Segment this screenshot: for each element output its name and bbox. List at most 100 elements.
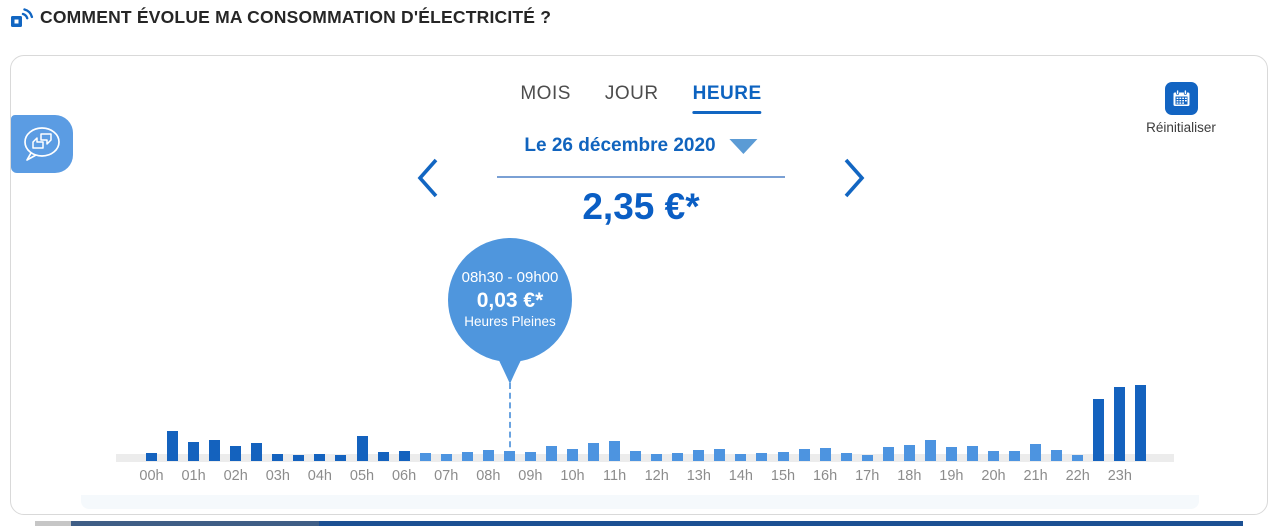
- active-tab-underline: [692, 111, 762, 114]
- previous-day-button chevron-left-icon[interactable]: [415, 156, 441, 200]
- chart-bar-11h00[interactable]: [609, 441, 621, 461]
- hour-axis-label-05h: 05h: [349, 468, 375, 484]
- chart-bar-04h00[interactable]: [314, 454, 326, 461]
- selected-date-label[interactable]: Le 26 décembre 2020: [524, 135, 716, 156]
- next-section-top-edge: [35, 521, 1243, 526]
- chart-bar-18h30[interactable]: [924, 440, 936, 461]
- tooltip-tariff: Heures Pleines: [464, 314, 556, 330]
- date-selector[interactable]: Le 26 décembre 2020: [524, 135, 758, 157]
- tooltip-price: 0,03 €*: [476, 288, 544, 312]
- chart-bar-15h00[interactable]: [777, 452, 789, 461]
- chart-bar-22h00[interactable]: [1072, 455, 1084, 461]
- triangle-down-icon[interactable]: [729, 138, 758, 154]
- hour-axis-label-12h: 12h: [644, 468, 669, 484]
- hour-bar-chart: 00h 01h 02h 03h 04h 05h 06h 07h 08h 09h 10h 11h 12h 1…: [11, 56, 1269, 516]
- feedback-button[interactable]: [11, 115, 73, 173]
- hour-axis-label-19h: 19h: [939, 468, 964, 484]
- chart-bar-19h30[interactable]: [966, 446, 978, 461]
- hour-axis-label-17h: 17h: [855, 468, 880, 484]
- chart-bar-16h00[interactable]: [819, 448, 831, 461]
- chart-bar-14h00[interactable]: [735, 454, 747, 461]
- chart-bar-18h00[interactable]: [903, 445, 915, 461]
- chart-bar-05h30[interactable]: [377, 452, 389, 461]
- chart-bar-17h00[interactable]: [861, 455, 873, 461]
- chart-bar-14h30[interactable]: [756, 453, 768, 461]
- chart-bar-23h30[interactable]: [1135, 385, 1147, 461]
- chart-bar-03h00[interactable]: [272, 454, 284, 461]
- chart-bar-17h30[interactable]: [882, 447, 894, 461]
- hour-axis-label-13h: 13h: [686, 468, 711, 484]
- card-bottom-tint: [81, 495, 1199, 509]
- hour-axis-label-03h: 03h: [265, 468, 290, 484]
- chart-bar-21h00[interactable]: [1030, 444, 1042, 461]
- chart-bar-04h30[interactable]: [335, 455, 347, 461]
- consumption-panel: MOIS JOUR HEURE Réinitialiser: [10, 55, 1268, 515]
- hour-axis-label-23h: 23h: [1107, 468, 1132, 484]
- smart-meter-signal-icon: [11, 8, 34, 27]
- chart-bar-10h00[interactable]: [567, 449, 578, 461]
- chart-bar-02h00[interactable]: [230, 446, 242, 461]
- hour-axis-label-09h: 09h: [518, 468, 543, 484]
- tab-mois[interactable]: MOIS: [520, 83, 571, 105]
- chart-bar-01h30[interactable]: [209, 440, 221, 461]
- date-price-divider: [497, 176, 785, 178]
- chart-bar-20h00[interactable]: [988, 451, 999, 461]
- tooltip-balloon: [448, 238, 572, 384]
- tab-jour[interactable]: JOUR: [605, 83, 659, 105]
- chart-bar-01h00[interactable]: [188, 442, 200, 461]
- next-day-button chevron-right-icon[interactable]: [841, 156, 867, 200]
- hour-axis-label-08h: 08h: [476, 468, 501, 484]
- chart-bar-06h00[interactable]: [398, 451, 410, 461]
- chart-bar-23h00[interactable]: [1114, 387, 1126, 461]
- chart-bar-05h00[interactable]: [356, 436, 368, 461]
- hour-axis-label-16h: 16h: [812, 468, 838, 484]
- hour-axis-label-15h: 15h: [770, 468, 796, 484]
- hour-axis-label-06h: 06h: [391, 468, 417, 484]
- chart-bar-07h00[interactable]: [440, 454, 452, 461]
- chart-bar-15h30[interactable]: [798, 449, 810, 461]
- tooltip-content: 08h30 - 09h00 0,03 €* Heures Pleines: [447, 237, 573, 363]
- chart-bar-09h30[interactable]: [545, 446, 557, 461]
- page-title: COMMENT ÉVOLUE MA CONSOMMATION D'ÉLECTRI…: [40, 7, 552, 27]
- thumbs-feedback-icon: [24, 127, 60, 161]
- chart-bar-12h00[interactable]: [651, 454, 663, 461]
- chart-bar-13h00[interactable]: [693, 450, 705, 461]
- chart-bar-21h30[interactable]: [1051, 450, 1063, 461]
- tab-jour-label: JOUR: [604, 83, 659, 104]
- calendar-icon: [1173, 89, 1189, 106]
- chart-bar-11h30[interactable]: [630, 451, 642, 461]
- chart-bar-02h30[interactable]: [251, 443, 263, 461]
- hour-axis-label-11h: 11h: [603, 468, 627, 484]
- tab-heure[interactable]: HEURE: [692, 83, 762, 114]
- chart-bar-06h30[interactable]: [419, 453, 431, 461]
- chart-bar-09h00[interactable]: [524, 452, 536, 461]
- reset-label: Réinitialiser: [1146, 120, 1216, 135]
- chart-bar-08h00[interactable]: [482, 450, 494, 461]
- hour-axis-label-14h: 14h: [728, 468, 753, 484]
- hour-axis-label-18h: 18h: [897, 468, 922, 484]
- hour-axis-label-20h: 20h: [981, 468, 1006, 484]
- chart-bar-00h00[interactable]: [146, 453, 157, 461]
- hour-axis-label-21h: 21h: [1023, 468, 1048, 484]
- hour-axis-label-22h: 22h: [1065, 468, 1090, 484]
- hour-axis-label-07h: 07h: [434, 468, 459, 484]
- hour-axis-label-04h: 04h: [307, 468, 332, 484]
- page-header: COMMENT ÉVOLUE MA CONSOMMATION D'ÉLECTRI…: [0, 0, 1280, 40]
- chart-bar-03h30[interactable]: [293, 455, 305, 461]
- tooltip-pointer-dashed-line: [509, 383, 511, 457]
- hour-axis-label-02h: 02h: [223, 468, 248, 484]
- hour-axis-label-10h: 10h: [560, 468, 585, 484]
- chart-bar-00h30[interactable]: [167, 431, 179, 461]
- chart-bar-16h30[interactable]: [840, 453, 852, 461]
- total-price: 2,35 €*: [582, 186, 700, 227]
- reset-calendar-button[interactable]: [1164, 82, 1198, 115]
- chart-bar-10h30[interactable]: [588, 443, 600, 461]
- chart-bar-12h30[interactable]: [672, 453, 684, 461]
- chart-bar-19h00[interactable]: [945, 447, 957, 461]
- tooltip-time-range: 08h30 - 09h00: [461, 269, 559, 287]
- chart-bar-13h30[interactable]: [714, 449, 726, 461]
- chart-bar-20h30[interactable]: [1009, 451, 1021, 461]
- chart-bar-08h30[interactable]: [503, 451, 515, 461]
- chart-bar-07h30[interactable]: [461, 452, 473, 461]
- chart-bar-22h30[interactable]: [1093, 399, 1105, 461]
